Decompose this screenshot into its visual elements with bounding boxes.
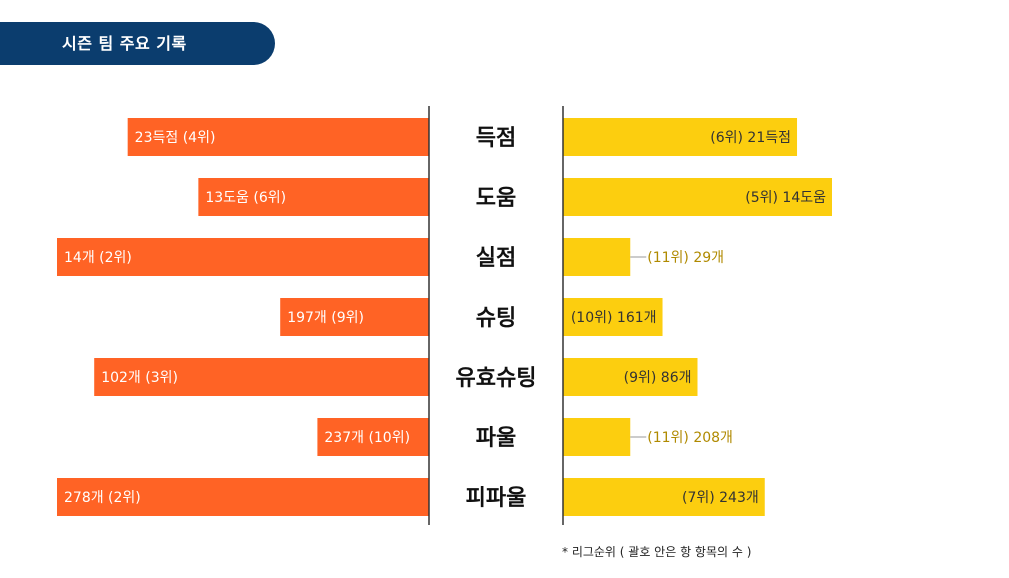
category-label: 도움 — [476, 186, 516, 211]
left-bar — [127, 118, 430, 156]
right-bar — [563, 178, 832, 216]
left-bar — [317, 418, 429, 456]
right-bar-label: (11위) 29개 — [647, 250, 724, 266]
right-bar-label: (5위) 14도움 — [745, 190, 826, 206]
left-bar-label: 102개 (3위) — [101, 370, 178, 386]
right-bar-label: (11위) 208개 — [647, 430, 733, 446]
footnote: * 리그순위 ( 괄호 안은 항 항목의 수 ) — [562, 545, 752, 559]
left-bar-label: 13도움 (6위) — [205, 190, 286, 206]
right-bar — [563, 478, 765, 516]
title-banner: 시즌 팀 주요 기록 — [0, 22, 275, 65]
left-bar-label: 237개 (10위) — [324, 430, 410, 446]
right-bar — [563, 358, 698, 396]
left-bar — [57, 478, 429, 516]
right-bar — [563, 118, 798, 156]
right-bar-label: (10위) 161개 — [571, 310, 657, 326]
category-label: 실점 — [476, 246, 516, 271]
left-bar — [198, 178, 429, 216]
right-bar-label: (9위) 86개 — [624, 370, 692, 386]
category-label: 득점 — [476, 126, 516, 151]
category-label: 유효슈팅 — [456, 366, 537, 391]
category-label: 슈팅 — [476, 306, 516, 331]
left-bar-label: 23득점 (4위) — [135, 130, 216, 146]
right-bar-label: (6위) 21득점 — [710, 130, 791, 146]
right-bar — [563, 238, 631, 276]
left-bar-label: 14개 (2위) — [64, 250, 132, 266]
left-bar-label: 197개 (9위) — [287, 310, 364, 326]
left-bar — [57, 238, 429, 276]
left-bar-label: 278개 (2위) — [64, 490, 141, 506]
left-bar — [280, 298, 429, 336]
right-bar-label: (7위) 243개 — [682, 490, 759, 506]
left-bar — [94, 358, 429, 396]
category-label: 피파울 — [466, 486, 527, 511]
right-bar — [563, 298, 663, 336]
category-label: 파울 — [476, 426, 516, 451]
right-bar — [563, 418, 631, 456]
page-title: 시즌 팀 주요 기록 — [62, 34, 187, 53]
